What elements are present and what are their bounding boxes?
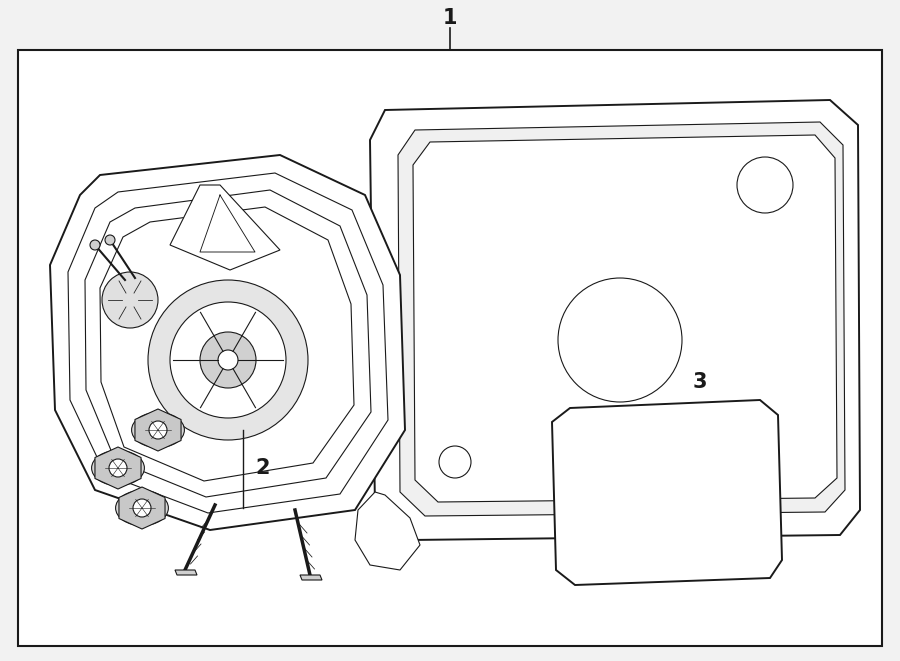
Circle shape [102,272,158,328]
Text: 3: 3 [693,372,707,392]
Ellipse shape [115,490,168,525]
Circle shape [133,499,151,517]
Circle shape [109,459,127,477]
Polygon shape [175,570,197,575]
Circle shape [558,278,682,402]
Circle shape [149,421,167,439]
Polygon shape [300,575,322,580]
Polygon shape [119,487,165,529]
Ellipse shape [131,412,184,447]
Circle shape [105,235,115,245]
Polygon shape [355,492,420,570]
Polygon shape [413,135,837,502]
Circle shape [90,240,100,250]
Circle shape [148,280,308,440]
Polygon shape [370,100,860,540]
Ellipse shape [92,450,144,486]
Text: 2: 2 [255,458,269,478]
Text: 1: 1 [443,8,457,28]
Circle shape [737,157,793,213]
Circle shape [439,446,471,478]
Polygon shape [50,155,405,530]
Polygon shape [170,185,280,270]
Circle shape [200,332,256,388]
Polygon shape [552,400,782,585]
Circle shape [218,350,238,370]
Polygon shape [95,447,141,489]
Circle shape [170,302,286,418]
Polygon shape [398,122,845,516]
Polygon shape [135,409,181,451]
